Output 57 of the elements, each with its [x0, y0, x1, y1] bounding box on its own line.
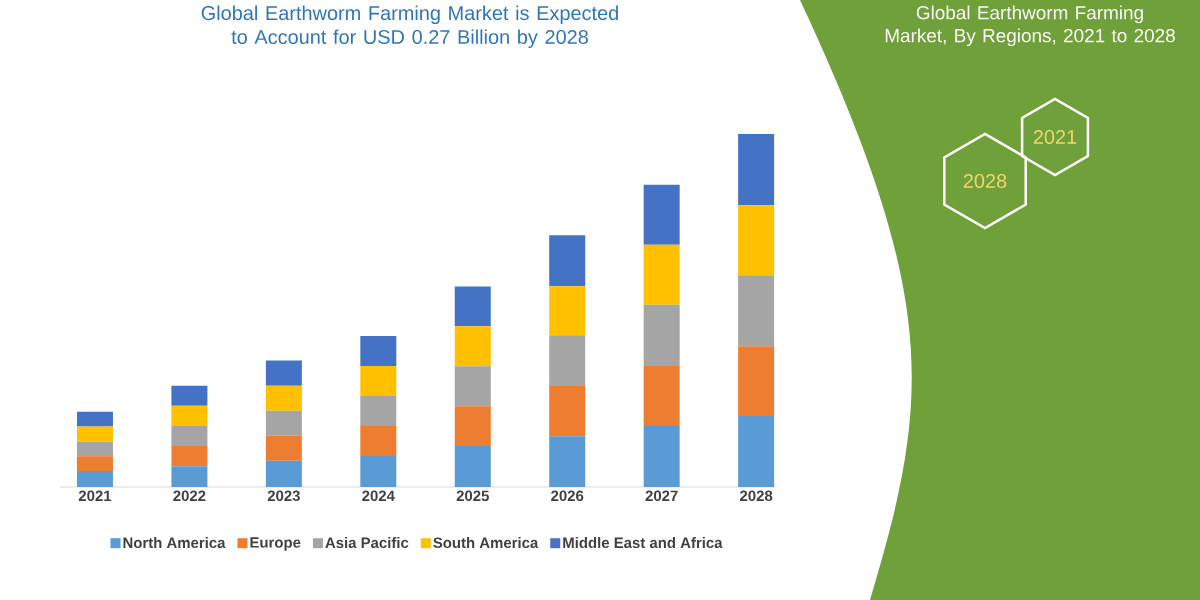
- bar: [265, 410, 302, 436]
- bar: [738, 416, 775, 487]
- text: 2028: [963, 173, 1007, 189]
- x-tick-label: 2021: [78, 490, 112, 502]
- bar: [643, 244, 680, 305]
- bar: [171, 446, 208, 467]
- bar: [171, 466, 208, 487]
- x-tick-label: 2028: [740, 490, 773, 502]
- bar: [549, 335, 586, 387]
- bar: [643, 304, 680, 366]
- bar: [738, 346, 775, 417]
- bar: [360, 365, 397, 396]
- x-tick-label: 2023: [267, 490, 300, 502]
- bar: [549, 436, 586, 487]
- text: Global Earthworm Farming Market, By Regions, 2021 to 2028: [885, 5, 1175, 47]
- legend-label: Middle East and Africa: [563, 537, 723, 549]
- bar: [360, 335, 397, 366]
- legend-label: South America: [433, 537, 539, 549]
- bar: [738, 133, 775, 206]
- bar: [360, 395, 397, 426]
- bar: [265, 435, 302, 461]
- bar: [549, 386, 586, 437]
- bar: [76, 456, 113, 472]
- x-tick-label: 2026: [551, 490, 584, 502]
- legend-label: Asia Pacific: [325, 537, 409, 549]
- bar: [738, 205, 775, 276]
- bar: [454, 286, 491, 327]
- bar: [643, 365, 680, 426]
- bar: [76, 441, 113, 457]
- x-tick-label: 2025: [456, 490, 489, 502]
- bar: [360, 425, 397, 456]
- bar: [360, 455, 397, 487]
- bar: [549, 286, 586, 336]
- chart-title: Global Earthworm Farming Market is Expected to Account for USD 0.27 Billion by 2028: [201, 5, 618, 48]
- bar: [643, 184, 680, 245]
- x-tick-label: 2027: [645, 490, 678, 502]
- bar: [738, 275, 775, 347]
- bar: [171, 425, 208, 447]
- x-tick-label: 2022: [173, 490, 206, 502]
- bar: [454, 446, 491, 487]
- bar: [265, 360, 302, 386]
- bar: [171, 385, 208, 406]
- bar: [76, 426, 113, 442]
- bar: [454, 326, 491, 367]
- legend-label: North America: [123, 537, 226, 549]
- bar: [549, 235, 586, 287]
- bar: [643, 425, 680, 487]
- legend-label: Europe: [250, 537, 301, 551]
- text: 2021: [1033, 129, 1077, 145]
- bar: [76, 411, 113, 427]
- x-tick-label: 2024: [362, 490, 395, 502]
- bar: [454, 366, 491, 407]
- bar: [265, 460, 302, 487]
- bar: [76, 471, 113, 487]
- bar: [454, 406, 491, 447]
- bar: [265, 385, 302, 411]
- bar: [171, 405, 208, 426]
